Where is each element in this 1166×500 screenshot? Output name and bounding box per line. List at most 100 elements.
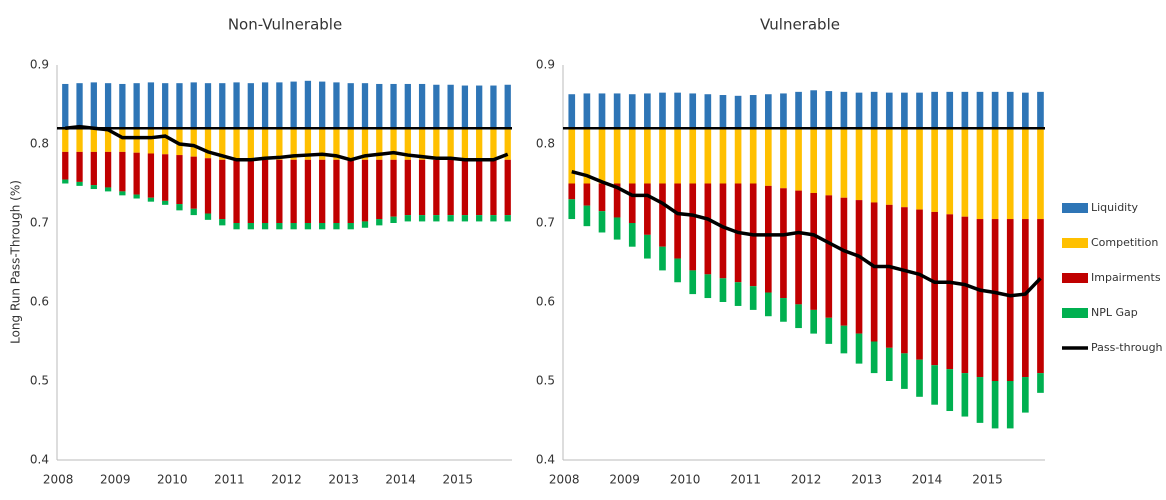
bar-segment [404, 83, 411, 129]
bar-segment [613, 217, 621, 240]
bar-segment [976, 91, 984, 129]
bar-segment [840, 128, 848, 198]
bar-segment [1037, 91, 1044, 129]
bar-segment [147, 82, 155, 129]
bar-segment [304, 80, 312, 129]
bar-segment [946, 91, 954, 129]
bar-segment [361, 83, 369, 129]
bar-segment [190, 128, 197, 157]
bar-segment [333, 128, 340, 160]
bar-segment [689, 183, 697, 271]
bar-segment [1006, 219, 1014, 381]
bar-segment [162, 154, 169, 201]
legend-swatch [1062, 308, 1088, 318]
bar-segment [764, 292, 772, 317]
bar-segment [946, 369, 954, 412]
bar-segment [991, 219, 999, 381]
bar-segment [780, 188, 787, 299]
y-tick-label: 0.5 [536, 374, 555, 388]
bar-segment [734, 128, 742, 184]
bar-segment [976, 219, 984, 378]
bar-segment [598, 128, 606, 184]
bar-segment [840, 197, 848, 326]
bar-segment [674, 258, 681, 283]
bar-segment [133, 128, 140, 153]
bar-segment [628, 128, 636, 184]
x-tick-label: 2014 [912, 473, 943, 487]
bar-segment [119, 151, 126, 192]
bar-segment [885, 204, 893, 348]
bar-segment [190, 208, 197, 216]
bar-segment [1037, 373, 1044, 393]
bar-segment [62, 151, 69, 180]
bar-segment [176, 128, 183, 156]
bar-segment [961, 373, 969, 417]
bar-segment [674, 92, 681, 129]
bar-segment [476, 85, 483, 129]
x-tick-label: 2011 [214, 473, 245, 487]
bar-segment [90, 151, 97, 186]
y-tick-label: 0.4 [30, 453, 49, 467]
bar-segment [704, 274, 712, 299]
bar-segment [461, 159, 469, 216]
bar-segment [991, 91, 999, 129]
bar-segment [810, 192, 818, 310]
bar-segment [644, 183, 651, 235]
bar-segment [734, 282, 742, 306]
bar-segment [961, 91, 969, 129]
bar-segment [855, 128, 863, 201]
bar-segment [598, 93, 606, 129]
bar-segment [390, 83, 397, 129]
bar-segment [870, 128, 878, 203]
bar-segment [674, 183, 681, 259]
bar-segment [825, 91, 833, 129]
bar-segment [119, 83, 126, 129]
bar-segment [901, 353, 908, 389]
x-tick-label: 2012 [271, 473, 302, 487]
bar-segment [1022, 219, 1029, 378]
bar-segment [261, 223, 269, 230]
bar-segment [855, 333, 863, 364]
bar-segment [418, 159, 426, 216]
bar-segment [190, 82, 197, 129]
legend-swatch [1062, 273, 1088, 283]
bar-segment [104, 83, 112, 129]
bar-segment [204, 213, 212, 220]
bar-segment [916, 209, 923, 360]
bar-segment [104, 128, 112, 152]
bar-segment [233, 82, 240, 129]
bar-segment [219, 219, 226, 226]
bar-segment [568, 199, 576, 220]
bar-segment [390, 128, 397, 160]
bar-segment [598, 183, 606, 212]
bar-segment [991, 381, 999, 429]
bar-segment [461, 215, 469, 222]
bar-segment [583, 93, 591, 129]
bar-segment [461, 128, 469, 160]
bar-segment [764, 128, 772, 186]
bar-segment [916, 92, 923, 129]
bar-segment [583, 183, 591, 206]
legend-label: Pass-through [1091, 341, 1163, 354]
bar-segment [276, 82, 283, 129]
bar-segment [361, 128, 369, 160]
bar-segment [347, 159, 354, 223]
bar-segment [840, 325, 848, 354]
bar-segment [333, 159, 340, 223]
y-tick-label: 0.5 [30, 374, 49, 388]
x-tick-label: 2008 [43, 473, 74, 487]
bar-segment [704, 94, 712, 129]
bar-segment [504, 215, 511, 222]
bar-segment [390, 159, 397, 217]
bar-segment [659, 92, 666, 129]
bar-segment [104, 187, 112, 192]
bar-segment [447, 159, 454, 216]
bar-segment [613, 93, 621, 129]
bar-segment [870, 91, 878, 129]
bar-segment [204, 83, 212, 129]
bar-segment [119, 191, 126, 196]
bar-segment [176, 83, 183, 129]
bar-segment [62, 83, 69, 129]
bar-segment [376, 159, 383, 220]
